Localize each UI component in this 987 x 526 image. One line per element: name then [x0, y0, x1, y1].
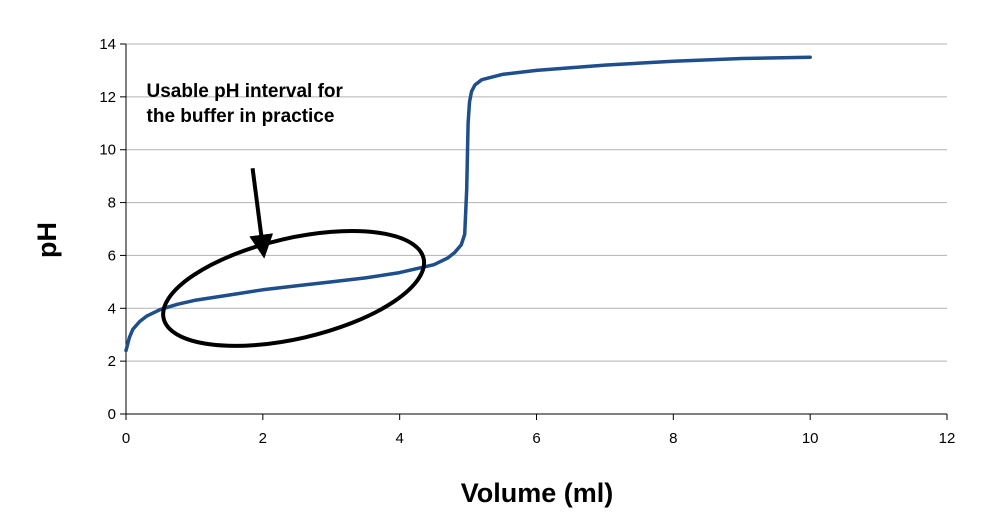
annotation-text: Usable pH interval for the buffer in prac… [147, 81, 344, 127]
x-tick-label-8: 8 [669, 430, 677, 447]
x-axis-label: Volume (ml) [461, 478, 614, 508]
y-tick-label-14: 14 [99, 36, 116, 53]
y-tick-label-0: 0 [108, 406, 116, 423]
series-group [124, 55, 812, 353]
x-tick-label-0: 0 [122, 430, 130, 447]
x-tick-label-2: 2 [259, 430, 267, 447]
y-tick-label-8: 8 [108, 195, 116, 212]
annotation-arrow [249, 167, 274, 259]
x-tick-label-6: 6 [532, 430, 540, 447]
x-tick-label-12: 12 [939, 430, 956, 447]
annotation-text-line: the buffer in practice [147, 106, 335, 127]
y-axis-label: pH [32, 222, 62, 258]
x-tick-label-10: 10 [802, 430, 819, 447]
annotation-ellipse [161, 229, 427, 348]
y-tick-label-12: 12 [99, 89, 116, 106]
y-tick-label-2: 2 [108, 353, 116, 370]
tick-labels: 0 2 4 6 8 10 12 14 0 2 4 6 8 10 12 [99, 36, 955, 447]
x-tick-label-4: 4 [395, 430, 403, 447]
annotation-group: Usable pH interval for the buffer in prac… [147, 81, 427, 348]
series-line-0 [124, 55, 812, 353]
y-tick-label-6: 6 [108, 247, 116, 264]
y-tick-label-10: 10 [99, 142, 116, 159]
annotation-text-line: Usable pH interval for [147, 81, 344, 102]
y-tick-label-4: 4 [108, 300, 116, 317]
